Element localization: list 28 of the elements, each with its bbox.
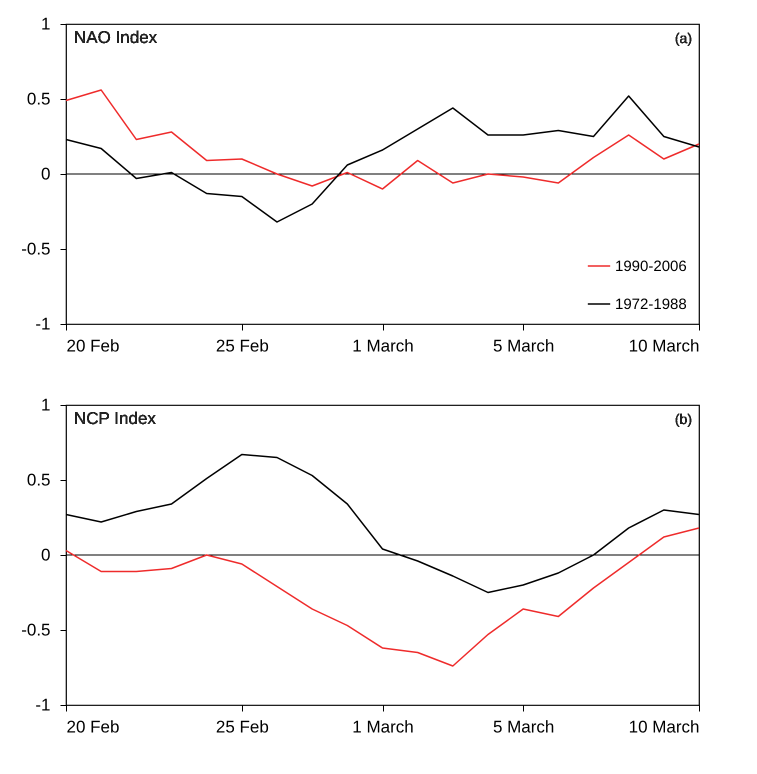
x-tick-label: 1 March <box>352 336 414 356</box>
x-tick-label: 25 Feb <box>216 718 269 736</box>
x-tick-label: 5 March <box>492 336 554 356</box>
annotation: (b) <box>674 411 692 427</box>
x-tick-label: 5 March <box>492 718 554 736</box>
legend-label: 1972-1988 <box>615 296 687 313</box>
x-tick-label: 25 Feb <box>216 336 269 356</box>
annotation: (a) <box>674 30 692 46</box>
y-tick-label: 0 <box>41 546 50 564</box>
y-tick-label: -1 <box>35 696 50 714</box>
y-tick-label: -0.5 <box>21 240 50 258</box>
line-series <box>65 527 700 667</box>
chart-title: NAO Index <box>74 28 158 47</box>
y-tick-label: 0.5 <box>26 90 50 108</box>
y-tick-label: 1 <box>41 14 50 34</box>
x-tick-label: 10 March <box>628 336 700 356</box>
y-tick-label: -1 <box>35 314 50 334</box>
y-tick-label: 1 <box>41 396 50 414</box>
x-tick-label: 20 Feb <box>66 718 120 736</box>
y-tick-label: -0.5 <box>21 620 50 640</box>
line-series <box>65 89 700 190</box>
legend-label: 1990-2006 <box>615 258 687 275</box>
y-tick-label: 0.5 <box>26 470 50 490</box>
y-tick-label: 0 <box>41 164 50 184</box>
x-tick-label: 20 Feb <box>66 336 120 356</box>
x-tick-label: 10 March <box>628 718 700 736</box>
x-tick-label: 1 March <box>352 718 414 736</box>
chart-title: NCP Index <box>74 409 156 428</box>
